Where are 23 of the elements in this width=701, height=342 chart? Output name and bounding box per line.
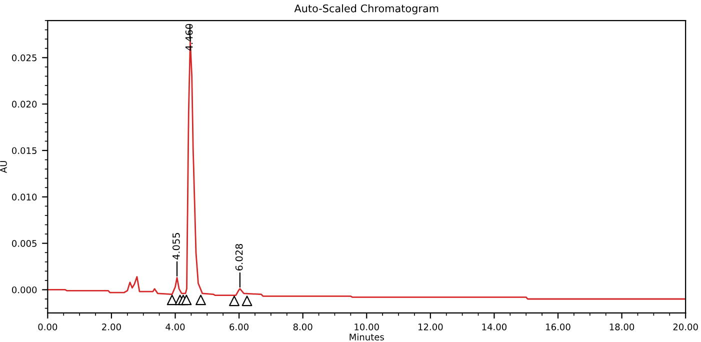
x-tick-label: 4.00 <box>166 324 185 330</box>
x-tick-label: 0.00 <box>38 324 58 330</box>
annotation: 4.055 <box>172 233 180 260</box>
y-axis-title: AU <box>0 161 7 174</box>
chart-title: Auto-Scaled Chromatogram <box>294 4 438 14</box>
x-tick-label: 6.00 <box>230 324 248 330</box>
x-tick-label: 12.00 <box>418 324 443 330</box>
annotation: 4.460 <box>185 24 193 51</box>
y-tick-label: 0.025 <box>12 54 36 62</box>
y-tick-label: 0.000 <box>12 286 37 294</box>
x-tick-label: 10.00 <box>354 324 379 330</box>
x-tick-label: 20.00 <box>673 324 698 330</box>
y-tick-label: 0.005 <box>12 240 36 247</box>
y-tick-label: 0.010 <box>12 194 37 200</box>
x-tick-label: 8.00 <box>293 324 312 330</box>
y-tick-label: 0.015 <box>12 147 36 154</box>
x-tick-label: 18.00 <box>610 324 634 330</box>
annotation: 6.028 <box>235 244 243 270</box>
x-tick-label: 2.00 <box>102 324 121 330</box>
x-tick-label: 14.00 <box>482 324 507 330</box>
y-tick-label: 0.020 <box>12 100 37 108</box>
x-axis-title: Minutes <box>350 333 384 340</box>
x-tick-label: 16.00 <box>546 324 570 330</box>
